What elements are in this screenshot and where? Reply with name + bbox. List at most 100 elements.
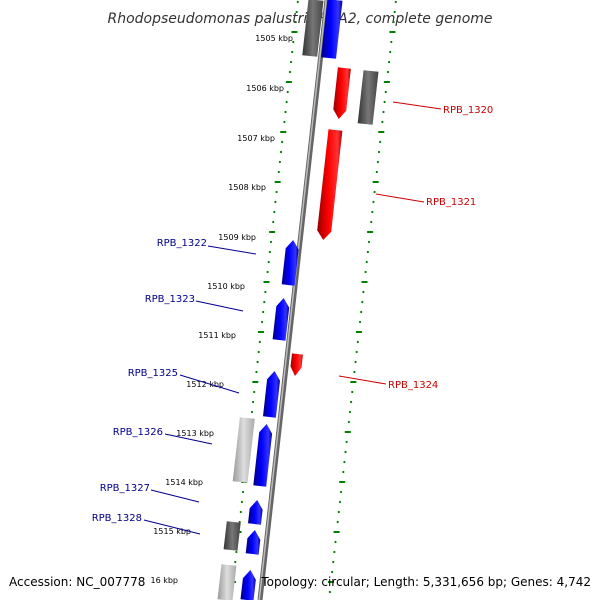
tick-mark (354, 360, 357, 364)
tick-mark (355, 350, 358, 354)
tick-mark (260, 320, 264, 324)
gene-arrow-rpb-1328[interactable] (245, 530, 261, 555)
tick-mark (377, 150, 381, 154)
tick-mark (366, 250, 369, 254)
kbp-label-1509: 1509 kbp (218, 233, 256, 242)
kbp-label-1513: 1513 kbp (176, 429, 214, 438)
tick-mark (253, 390, 256, 394)
tick-mark (240, 500, 244, 504)
kbp-label-1514: 1514 kbp (165, 478, 203, 487)
kbp-label-1507: 1507 kbp (237, 134, 275, 143)
gene-label-rpb-1327[interactable]: RPB_1327 (100, 483, 150, 494)
tick-mark (235, 550, 238, 554)
rna-feature-rpb-1326-neighbor[interactable] (232, 417, 255, 483)
tick-mark (286, 90, 289, 94)
tick-mark (362, 290, 365, 294)
gene-arrow-rpb-1323[interactable] (272, 298, 290, 341)
tick-mark (383, 100, 386, 104)
kbp-label-1505: 1505 kbp (255, 34, 293, 43)
gene-arrow-rpb-1327[interactable] (248, 500, 263, 525)
tick-mark (283, 120, 286, 124)
tick-mark (269, 240, 273, 244)
tick-mark (347, 420, 350, 424)
tick-mark (331, 570, 334, 574)
tick-mark (334, 540, 337, 544)
tick-mark (394, 0, 397, 4)
rna-feature-bottom[interactable] (217, 564, 237, 600)
gene-label-rpb-1328[interactable]: RPB_1328 (92, 513, 142, 524)
tick-mark (288, 70, 292, 74)
tick-mark (274, 200, 277, 204)
tick-mark (332, 560, 335, 564)
gene-label-rpb-1326[interactable]: RPB_1326 (113, 427, 163, 438)
tick-mark (234, 560, 237, 564)
gene-arrow-rpb-1320[interactable] (333, 67, 351, 119)
kbp-label-1510: 1510 kbp (207, 282, 245, 291)
tick-mark (365, 260, 368, 264)
gene-features (217, 0, 379, 600)
tick-mark (384, 90, 387, 94)
gene-arrow-rpb-1322[interactable] (281, 240, 299, 286)
tick-mark (257, 350, 260, 354)
tick-mark (278, 160, 282, 164)
tick-mark (275, 190, 278, 194)
gene-label-rpb-1320[interactable]: RPB_1320 (443, 105, 493, 116)
tick-mark (373, 190, 376, 194)
map-title: Rhodopseudomonas palustris HaA2, complet… (107, 11, 492, 27)
accession-text: Accession: NC_007778 (9, 575, 145, 589)
tick-mark (294, 20, 297, 24)
tick-mark (387, 60, 391, 64)
tick-mark (339, 490, 343, 494)
gene-label-rpb-1321[interactable]: RPB_1321 (426, 197, 476, 208)
tick-mark (392, 20, 395, 24)
tick-mark (258, 340, 261, 344)
tick-mark (268, 250, 271, 254)
tick-mark (336, 520, 339, 524)
tick-mark (376, 160, 380, 164)
rna-feature-rpb-1328-neighbor[interactable] (223, 521, 241, 551)
tick-mark (364, 270, 367, 274)
tick-mark (338, 500, 342, 504)
tick-mark (370, 220, 373, 224)
gene-feature-bottom[interactable] (240, 570, 256, 600)
tick-mark (277, 170, 280, 174)
tick-mark (361, 300, 364, 304)
tick-mark (342, 470, 345, 474)
gene-label-rpb-1325[interactable]: RPB_1325 (128, 368, 178, 379)
gene-arrow-rpb-1324[interactable] (290, 353, 303, 376)
kbp-label-1508: 1508 kbp (228, 183, 266, 192)
tick-mark (344, 450, 347, 454)
tick-mark (263, 300, 266, 304)
kbp-labels: 1505 kbp 1506 kbp 1507 kbp 1508 kbp 1509… (150, 34, 293, 585)
gene-arrow-rpb-1325[interactable] (263, 371, 280, 418)
gene-label-rpb-1323[interactable]: RPB_1323 (145, 294, 195, 305)
tick-mark (273, 210, 276, 214)
tick-mark (272, 220, 275, 224)
tick-mark (252, 400, 255, 404)
topology-summary-text: Topology: circular; Length: 5,331,656 bp… (260, 575, 591, 589)
tick-mark (264, 290, 267, 294)
tick-mark (333, 550, 336, 554)
gene-label-rpb-1324[interactable]: RPB_1324 (388, 380, 438, 391)
gene-labels: RPB_1320 RPB_1321 RPB_1322 RPB_1323 RPB_… (92, 105, 494, 524)
tick-mark (328, 590, 331, 594)
tick-mark (350, 400, 353, 404)
tick-mark (241, 490, 245, 494)
gene-arrow-rpb-1326[interactable] (253, 424, 273, 487)
genome-backbone (257, 0, 330, 600)
tick-track-outer (328, 0, 397, 594)
gene-feature-top[interactable] (321, 0, 343, 59)
tick-mark (267, 260, 270, 264)
tick-mark (289, 60, 293, 64)
rna-feature-top[interactable] (302, 0, 324, 57)
tick-mark (343, 460, 346, 464)
tick-mark (238, 520, 241, 524)
rna-feature-rpb-1320-neighbor[interactable] (357, 70, 379, 125)
tick-mark (390, 40, 393, 44)
gene-arrow-rpb-1321[interactable] (317, 129, 343, 240)
tick-mark (291, 50, 294, 54)
tick-mark (255, 370, 258, 374)
tick-mark (356, 340, 359, 344)
tick-mark (353, 370, 356, 374)
gene-label-rpb-1322[interactable]: RPB_1322 (157, 238, 207, 249)
